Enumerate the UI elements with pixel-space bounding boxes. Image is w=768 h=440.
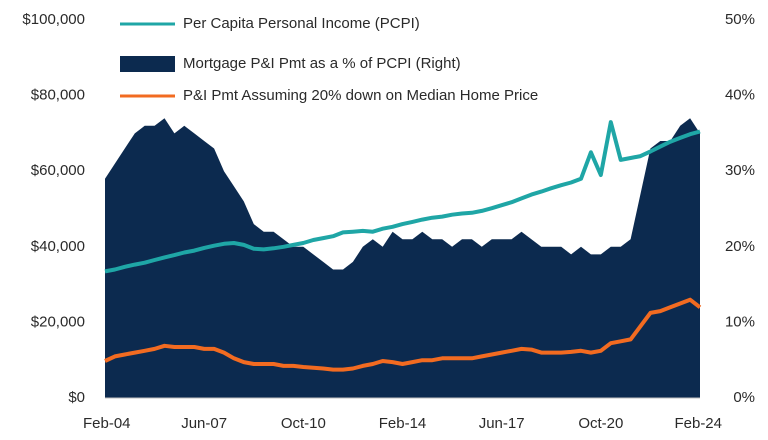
legend-swatch bbox=[120, 56, 175, 72]
x-tick-label: Feb-24 bbox=[674, 415, 722, 432]
y-tick-label: $100,000 bbox=[22, 11, 85, 28]
y-tick-label: $20,000 bbox=[31, 313, 85, 330]
line bbox=[104, 297, 702, 372]
y-tick-label: $80,000 bbox=[31, 87, 85, 104]
x-tick-label: Oct-10 bbox=[281, 415, 326, 432]
y-tick-label: $0 bbox=[68, 389, 85, 406]
x-tick-label: Jun-17 bbox=[479, 415, 525, 432]
y2-tick-label: 10% bbox=[725, 313, 755, 330]
y2-tick-label: 20% bbox=[725, 238, 755, 255]
y2-tick-label: 50% bbox=[725, 11, 755, 28]
legend-label: P&I Pmt Assuming 20% down on Median Home… bbox=[183, 87, 538, 104]
y-tick-label: $40,000 bbox=[31, 238, 85, 255]
area bbox=[105, 118, 700, 399]
y-tick-label: $60,000 bbox=[31, 162, 85, 179]
y2-tick-label: 40% bbox=[725, 87, 755, 104]
x-tick-label: Feb-04 bbox=[83, 415, 131, 432]
line bbox=[104, 120, 701, 274]
y2-tick-label: 0% bbox=[733, 389, 755, 406]
x-tick-label: Feb-14 bbox=[379, 415, 427, 432]
y2-tick-label: 30% bbox=[725, 162, 755, 179]
x-tick-label: Jun-07 bbox=[181, 415, 227, 432]
x-tick-label: Oct-20 bbox=[578, 415, 623, 432]
legend-label: Per Capita Personal Income (PCPI) bbox=[183, 15, 420, 32]
legend-label: Mortgage P&I Pmt as a % of PCPI (Right) bbox=[183, 55, 461, 72]
